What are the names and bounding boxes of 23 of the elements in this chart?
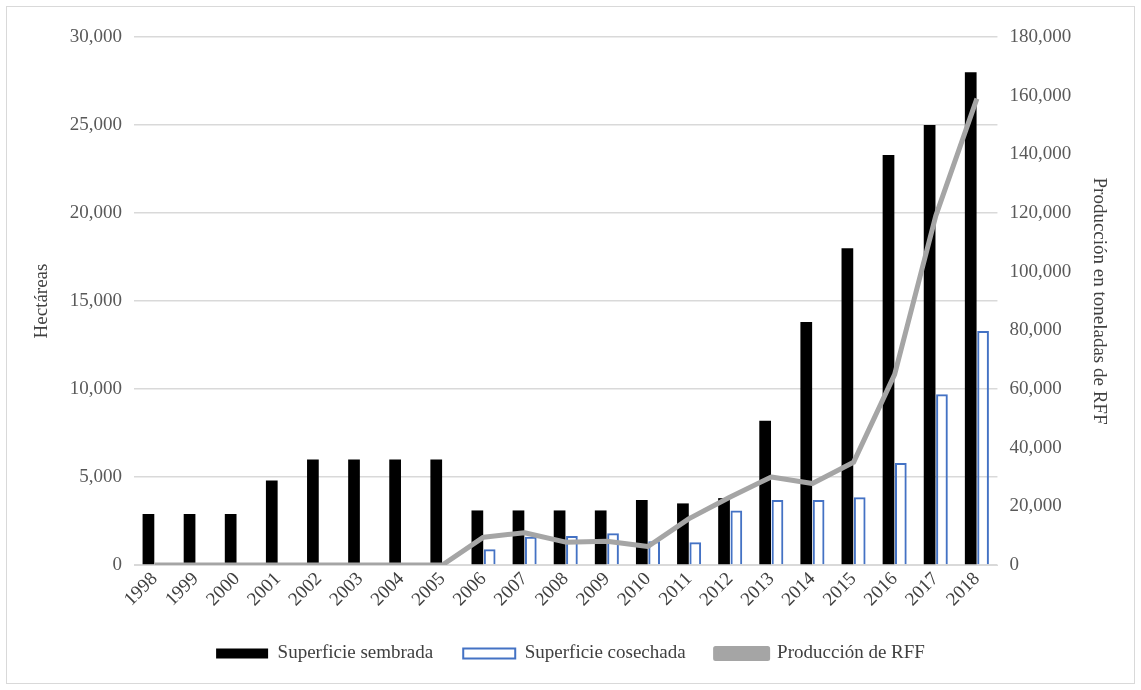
legend-label: Producción de RFF — [777, 641, 925, 663]
y-tick-label: 10,000 — [69, 376, 123, 398]
x-tick-label: 1999 — [160, 567, 203, 610]
legend-label: Superficie cosechada — [524, 641, 687, 663]
y2-tick-label: 20,000 — [1009, 494, 1062, 516]
y2-tick-label: 60,000 — [1009, 376, 1062, 398]
y2-tick-label: 140,000 — [1009, 142, 1072, 164]
y2-axis-title: Producción en toneladas de RFF — [1089, 177, 1111, 425]
y2-tick-label: 80,000 — [1009, 318, 1062, 340]
y-tick-label: 30,000 — [69, 24, 123, 46]
y-tick-label: 25,000 — [69, 112, 123, 134]
y2-tick-label: 40,000 — [1009, 435, 1062, 457]
legend-label: Superficie sembrada — [277, 641, 434, 663]
y2-tick-label: 100,000 — [1009, 259, 1072, 281]
y2-tick-label: 160,000 — [1009, 83, 1072, 105]
y2-tick-label: 180,000 — [1009, 24, 1072, 46]
y2-tick-label: 120,000 — [1009, 200, 1072, 222]
y-tick-label: 15,000 — [69, 288, 123, 310]
y-axis-title: Hectáreas — [30, 263, 52, 339]
y-tick-label: 0 — [112, 552, 123, 574]
y-tick-label: 5,000 — [79, 464, 123, 486]
y-tick-label: 20,000 — [69, 200, 123, 222]
y2-tick-label: 0 — [1009, 552, 1019, 574]
